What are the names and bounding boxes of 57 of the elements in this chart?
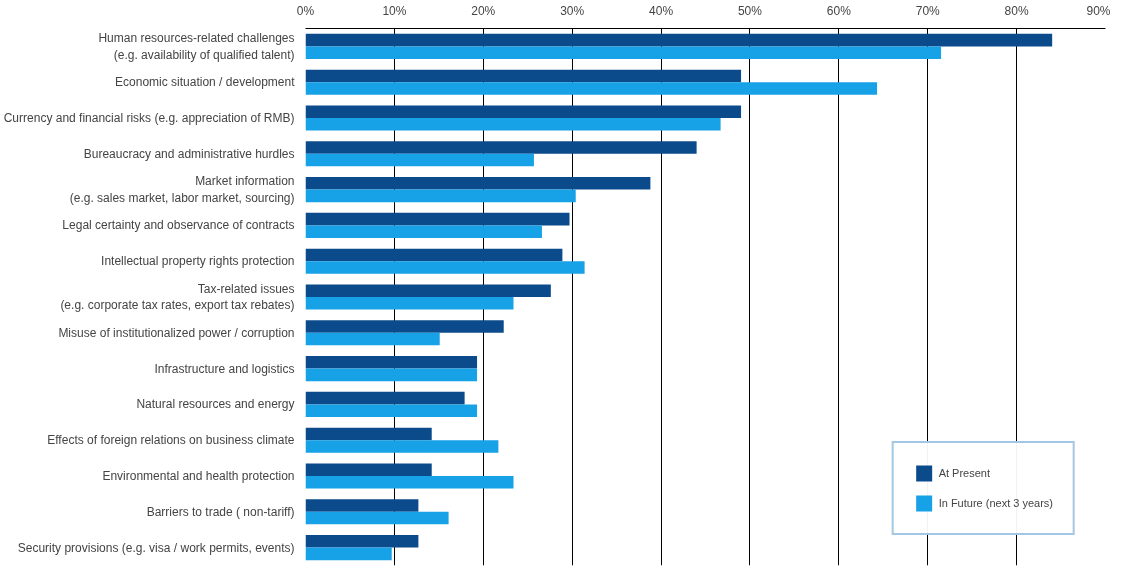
y-tick-label: Currency and financial risks (e.g. appreciation of RMB) xyxy=(3,111,295,125)
x-tick-label: 70% xyxy=(915,3,941,18)
bar xyxy=(305,141,697,154)
x-tick-label: 20% xyxy=(471,3,496,18)
legend-label: In Future (next 3 years) xyxy=(938,497,1053,509)
x-tick-label: 90% xyxy=(1086,3,1111,18)
bar xyxy=(305,511,449,525)
bar xyxy=(305,284,551,297)
bar xyxy=(305,535,419,548)
y-tick-label: Economic situation / development xyxy=(115,75,296,90)
bar xyxy=(305,332,440,346)
bar xyxy=(305,261,585,274)
bar xyxy=(305,297,514,310)
y-tick-label: Intellectual property rights protection xyxy=(101,254,295,269)
bar xyxy=(305,499,419,512)
y-tick-label: Natural resources and energy xyxy=(136,397,295,412)
bar xyxy=(305,46,942,59)
bar xyxy=(305,547,392,561)
y-tick-label: Infrastructure and logistics xyxy=(154,361,295,376)
y-tick-label: Environmental and health protection xyxy=(102,469,295,483)
y-tick-label: Bureaucracy and administrative hurdles xyxy=(83,146,295,161)
bar xyxy=(305,248,563,262)
bar xyxy=(305,391,465,405)
bar xyxy=(305,69,742,83)
x-tick-label: 40% xyxy=(649,3,674,18)
bar xyxy=(305,404,478,417)
bar xyxy=(305,225,542,238)
bar xyxy=(305,118,721,131)
y-tick-label: Legal certainty and observance of contracts xyxy=(62,218,295,233)
bar xyxy=(305,427,432,441)
bar xyxy=(305,463,432,476)
bar xyxy=(305,105,742,118)
bar xyxy=(305,356,478,369)
bar xyxy=(305,368,478,382)
x-tick-label: 80% xyxy=(1004,3,1029,18)
x-tick-label: 30% xyxy=(560,3,585,18)
y-tick-label: Barriers to trade ( non-tariff) xyxy=(146,504,295,519)
bar xyxy=(305,476,514,489)
bar xyxy=(305,82,878,95)
y-tick-label: Market information (e.g. sales market, labor market, sourcing) xyxy=(69,174,295,205)
bar xyxy=(305,212,570,226)
x-tick-label: 0% xyxy=(296,3,315,18)
bar xyxy=(305,440,499,453)
y-tick-label: Security provisions (e.g. visa / work permits, events) xyxy=(17,540,295,555)
y-tick-label: Human resources-related challenges (e.g. availability of qualified talent) xyxy=(98,31,295,62)
legend-label: At Present xyxy=(938,467,991,479)
y-tick-label: Misuse of institutionalized power / corruption xyxy=(58,325,295,340)
bar xyxy=(305,153,534,167)
bar xyxy=(305,320,504,333)
y-tick-label: Tax-related issues (e.g. corporate tax rates, export tax rebates) xyxy=(60,281,295,313)
x-tick-label: 60% xyxy=(826,3,852,18)
bar xyxy=(305,177,651,190)
bar xyxy=(305,189,576,203)
bar xyxy=(305,33,1053,47)
y-tick-label: Effects of foreign relations on business climate xyxy=(47,433,295,448)
x-tick-label: 10% xyxy=(382,3,407,18)
x-tick-label: 50% xyxy=(737,3,763,18)
